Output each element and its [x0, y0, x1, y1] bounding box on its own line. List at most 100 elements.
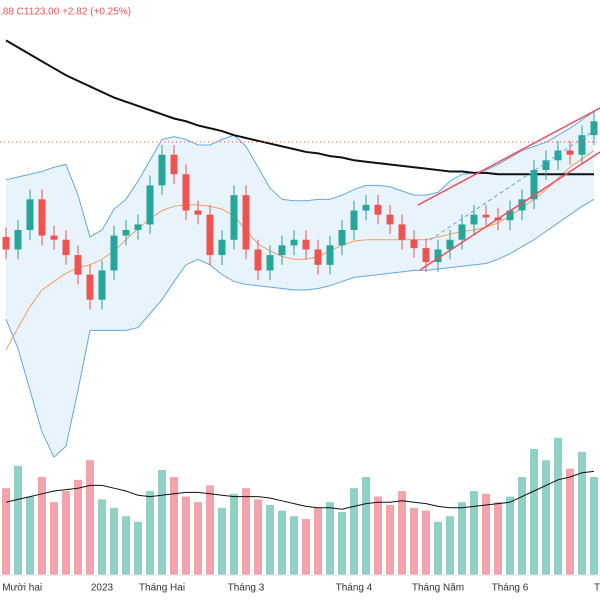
volume-bar [398, 491, 406, 575]
volume-bar [62, 491, 70, 575]
volume-bar [50, 502, 58, 575]
x-tick-label: Tháng Hai [139, 583, 185, 594]
volume-bar [518, 477, 526, 575]
volume-bar [194, 502, 202, 575]
candle-body [122, 230, 130, 236]
volume-bar [182, 496, 190, 575]
volume-bar [350, 488, 358, 575]
candle-body [86, 274, 94, 300]
volume-bar [482, 493, 490, 575]
candle-body [242, 195, 250, 250]
volume-bar [470, 491, 478, 575]
candle-body [14, 230, 22, 250]
candle-body [374, 204, 382, 215]
candle-body [278, 245, 286, 256]
candle-body [446, 239, 454, 250]
indicator-line [5, 150, 595, 351]
volume-bar [134, 521, 142, 575]
candle-body [434, 249, 442, 263]
header: .88 C1123.00 +2.82 (+0.25%) [0, 7, 131, 18]
candle-body [134, 224, 142, 230]
volume-bar [122, 516, 130, 575]
volume-bar [362, 477, 370, 575]
volume-bar [326, 502, 334, 575]
volume-bar [338, 512, 346, 575]
volume-bar [290, 516, 298, 575]
volume-bar [242, 488, 250, 575]
volume-ma [5, 470, 595, 510]
candle-body [326, 245, 334, 265]
candle-body [362, 204, 370, 211]
candle-body [266, 255, 274, 271]
candle-body [578, 135, 586, 155]
volume-bar [278, 510, 286, 575]
candle-body [542, 160, 550, 171]
candle-body [182, 174, 190, 211]
volume-bar [530, 449, 538, 575]
volume-bar [566, 468, 574, 575]
volume-bar [506, 496, 514, 575]
volume-bar [434, 521, 442, 575]
volume-bar [590, 477, 598, 575]
candle-body [98, 270, 106, 300]
candle-body [422, 248, 430, 263]
volume-bar [38, 477, 46, 575]
channel-mid [429, 129, 596, 241]
candle-body [74, 255, 82, 275]
candle-body [110, 235, 118, 271]
x-tick-label: Tháng 3 [228, 583, 265, 594]
x-tick-label: Tháng 4 [336, 583, 373, 594]
candle-body [146, 185, 154, 225]
candle-body [386, 214, 394, 225]
candle-body [518, 199, 526, 211]
volume-bar [14, 465, 22, 575]
candle-body [254, 249, 262, 271]
candle-body [290, 239, 298, 246]
candle-body [338, 230, 346, 246]
candle-body [302, 239, 310, 250]
volume-bar [302, 519, 310, 575]
volume-bar [146, 491, 154, 575]
candle-body [206, 214, 214, 256]
volume-bar [74, 479, 82, 575]
volume-bar [458, 502, 466, 575]
candle-layer [2, 111, 598, 310]
x-tick-label: g Mười hai [0, 583, 42, 594]
volume-bar [266, 505, 274, 575]
candle-body [590, 121, 598, 136]
candle-body [194, 210, 202, 215]
candle-body [506, 210, 514, 221]
volume-bar [158, 470, 166, 575]
indicator-line [5, 39, 594, 176]
volume-bar [422, 510, 430, 575]
channel-upper [417, 107, 600, 206]
volume-bar [2, 488, 10, 575]
volume-bar [578, 451, 586, 575]
channel-lower [419, 151, 600, 271]
candle-body [530, 170, 538, 200]
candle-body [230, 195, 238, 240]
x-tick-label: T [594, 583, 600, 594]
volume-bar [446, 516, 454, 575]
volume-bar [206, 485, 214, 575]
volume-bar [554, 437, 562, 575]
candle-body [458, 224, 466, 240]
candle-body [350, 210, 358, 230]
candle-body [158, 154, 166, 186]
candle-body [410, 239, 418, 249]
volume-bar [86, 460, 94, 575]
volume-bar [386, 505, 394, 575]
band-lower [5, 198, 595, 459]
volume-bar [254, 499, 262, 575]
x-tick-label: 2023 [91, 583, 114, 594]
line-layer [5, 39, 595, 351]
candle-body [398, 224, 406, 240]
candle-body [2, 236, 10, 250]
x-tick-label: Tháng Năm [412, 583, 464, 594]
band-upper [5, 111, 595, 238]
candle-body [62, 239, 70, 256]
x-tick-label: Tháng 6 [492, 583, 529, 594]
candle-body [170, 154, 178, 175]
candle-body [218, 239, 226, 256]
